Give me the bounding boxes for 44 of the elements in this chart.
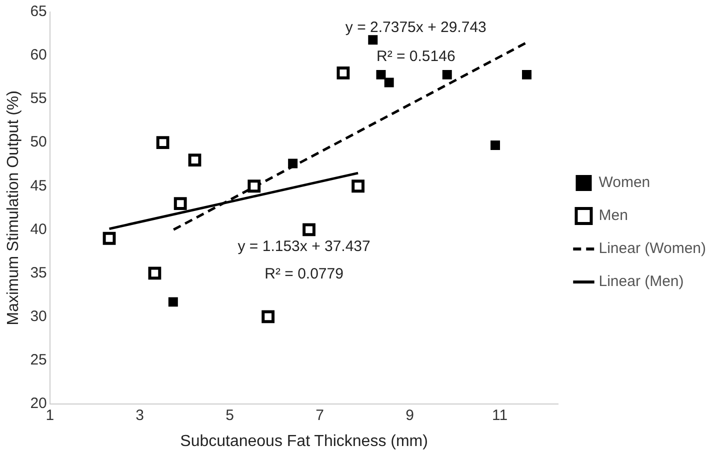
point (156, 136, 170, 150)
annotation: y = 1.153x + 37.437 (238, 238, 370, 256)
point (336, 66, 350, 80)
legend-label: Linear (Women) (598, 240, 706, 258)
point (522, 70, 532, 80)
legend-label: Women (598, 174, 650, 192)
y-tick-label: 55 (30, 90, 47, 108)
point (148, 266, 162, 280)
point (376, 70, 386, 80)
x-tick-label: 11 (492, 406, 508, 424)
point (442, 70, 452, 80)
y-tick-label: 35 (30, 264, 47, 282)
x-tick-label: 7 (316, 406, 324, 424)
annotation: y = 2.7375x + 29.743 (345, 18, 486, 36)
x-tick-label: 1 (46, 406, 54, 424)
point (288, 158, 298, 168)
y-tick-label: 50 (30, 134, 47, 151)
x-axis-title: Subcutaneous Fat Thickness (mm) (180, 432, 428, 450)
point (262, 310, 275, 324)
y-tick-label: 65 (30, 3, 47, 20)
y-tick-label: 20 (30, 394, 47, 412)
point (490, 140, 500, 150)
annotation: R² = 0.0779 (264, 266, 344, 283)
y-tick-label: 30 (30, 308, 47, 325)
point (368, 35, 378, 45)
point (168, 297, 178, 307)
annotation: R² = 0.5146 (376, 48, 456, 66)
point (384, 78, 394, 88)
x-tick-label: 5 (226, 406, 234, 424)
point (302, 223, 316, 236)
legend-label: Linear (Men) (598, 273, 684, 290)
y-axis-title: Maximum Stimulation Output (%) (5, 90, 22, 326)
point (352, 180, 364, 193)
point (174, 197, 187, 210)
point (188, 154, 202, 166)
x-tick-label: 9 (406, 406, 414, 424)
y-tick-label: 40 (30, 220, 47, 238)
y-tick-label: 25 (30, 351, 47, 368)
y-tick-label: 60 (30, 46, 47, 64)
legend-label: Men (598, 207, 628, 224)
y-tick-label: 45 (30, 177, 47, 194)
x-tick-label: 3 (136, 406, 144, 424)
point (102, 232, 116, 245)
point (248, 180, 261, 193)
